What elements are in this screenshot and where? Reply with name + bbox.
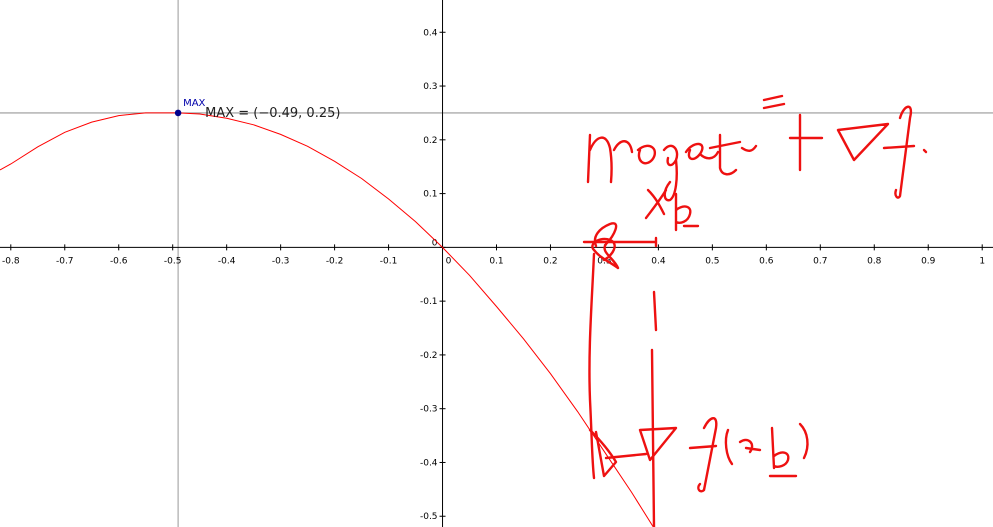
x-tick-label: 0.7 xyxy=(813,256,827,266)
x-tick-label: 1 xyxy=(979,256,985,266)
x-tick-label: 0.4 xyxy=(651,256,666,266)
max-point[interactable] xyxy=(174,109,182,117)
y-tick-label: 0.1 xyxy=(423,190,437,200)
y-tick-label: -0.2 xyxy=(420,351,438,361)
x-tick-label: 0.8 xyxy=(867,256,882,266)
x-tick-label: -0.8 xyxy=(2,256,20,266)
y-tick-label: -0.3 xyxy=(420,405,438,415)
max-annotation: MAX = (−0.49, 0.25) xyxy=(205,106,340,121)
function-curve xyxy=(0,112,654,527)
x-tick-label: -0.6 xyxy=(110,256,128,266)
y-tick-label: 0.2 xyxy=(423,136,437,146)
x-tick-label: -0.4 xyxy=(218,256,236,266)
x-tick-labels: -0.8 -0.7 -0.6 -0.5 -0.4 -0.3 -0.2 -0.1 0 0.1 0.2 0… xyxy=(2,244,985,266)
y-tick-label: 0.4 xyxy=(423,28,438,38)
x-tick-label: -0.2 xyxy=(326,256,344,266)
x-tick-label: 0.1 xyxy=(489,256,503,266)
y-tick-label: 0.3 xyxy=(423,82,437,92)
x-tick-label: 0.9 xyxy=(921,256,936,266)
max-point-label: MAX xyxy=(183,98,205,109)
x-tick-label: 0.3 xyxy=(597,256,611,266)
x-tick-label: 0.2 xyxy=(543,256,557,266)
y-tick-label: -0.5 xyxy=(420,512,438,522)
x-tick-label: 0.6 xyxy=(759,256,774,266)
y-tick-label: 0 xyxy=(432,238,438,248)
y-tick-label: -0.1 xyxy=(420,297,438,307)
y-tick-label: -0.4 xyxy=(420,458,438,468)
x-tick-label: 0.5 xyxy=(705,256,719,266)
x-tick-label: -0.3 xyxy=(272,256,290,266)
x-tick-label: -0.1 xyxy=(380,256,398,266)
x-tick-label: -0.5 xyxy=(164,256,182,266)
y-tick-labels: 0.4 0.3 0.2 0.1 0 -0.1 -0.2 -0.3 -0.4 -0.5 xyxy=(420,28,446,522)
handwritten-annotation xyxy=(582,94,928,527)
x-tick-label: 0 xyxy=(446,256,452,266)
x-tick-label: -0.7 xyxy=(56,256,74,266)
